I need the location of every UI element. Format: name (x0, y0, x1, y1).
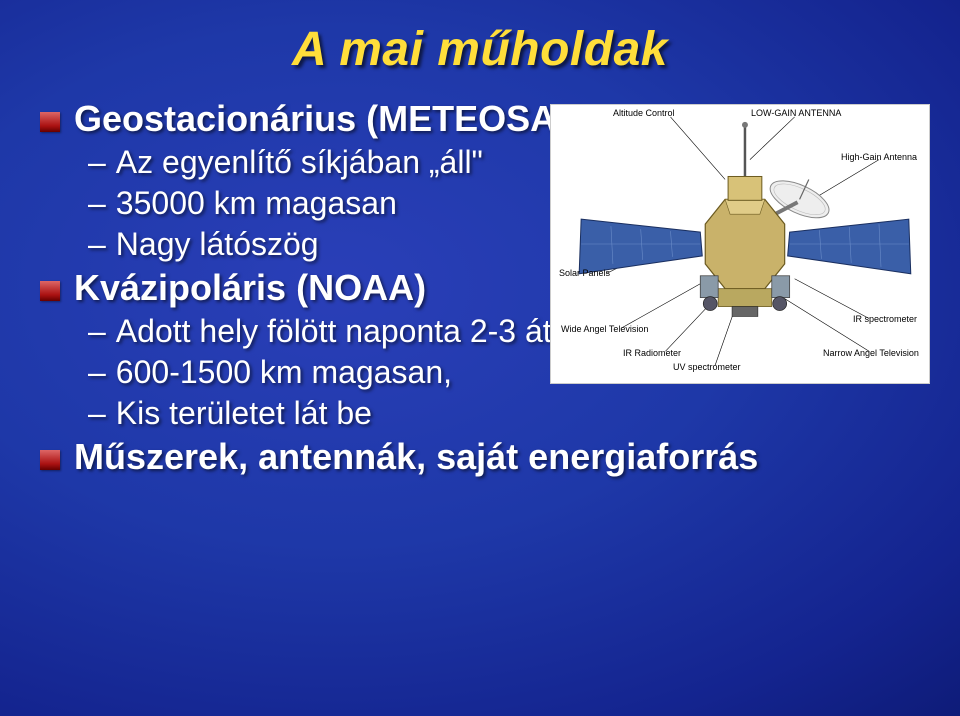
diagram-label-low-gain-antenna: LOW-GAIN ANTENNA (751, 109, 841, 119)
square-bullet-icon (40, 281, 60, 301)
bullet-text: 35000 km magasan (116, 185, 397, 222)
satellite-diagram: Altitude Control LOW-GAIN ANTENNA High-G… (550, 104, 930, 384)
diagram-label-uv-spectrometer: UV spectrometer (673, 363, 741, 373)
bullet-text: Nagy látószög (116, 226, 319, 263)
diagram-label-high-gain-antenna: High-Gain Antenna (841, 153, 917, 163)
dash-icon: – (88, 144, 106, 181)
diagram-label-ir-radiometer: IR Radiometer (623, 349, 681, 359)
dash-icon: – (88, 354, 106, 391)
solar-panel-right (788, 219, 911, 274)
bullet-text: Az egyenlítő síkjában „áll" (116, 144, 483, 181)
bullet-text: Kvázipoláris (NOAA) (74, 267, 426, 309)
diagram-label-altitude-control: Altitude Control (613, 109, 675, 119)
diagram-label-ir-spectrometer: IR spectrometer (853, 315, 917, 325)
diagram-label-narrow-angle-tv: Narrow Angel Television (823, 349, 919, 359)
dash-icon: – (88, 185, 106, 222)
bullet-lvl2: – Kis területet lát be (88, 395, 920, 432)
dash-icon: – (88, 395, 106, 432)
bullet-lvl1: Műszerek, antennák, saját energiaforrás (40, 436, 920, 478)
square-bullet-icon (40, 112, 60, 132)
solar-panel-left (579, 219, 702, 274)
satellite-svg (551, 105, 929, 383)
bullet-text: Kis területet lát be (116, 395, 372, 432)
diagram-label-wide-angle-tv: Wide Angel Television (561, 325, 648, 335)
dash-icon: – (88, 226, 106, 263)
bullet-text: 600-1500 km magasan, (116, 354, 452, 391)
dash-icon: – (88, 313, 106, 350)
square-bullet-icon (40, 450, 60, 470)
slide-title: A mai műholdak (0, 22, 960, 77)
bullet-text: Műszerek, antennák, saját energiaforrás (74, 436, 758, 478)
bullet-text: Geostacionárius (METEOSAT) (74, 98, 587, 140)
diagram-label-solar-panels: Solar Panels (559, 269, 610, 279)
